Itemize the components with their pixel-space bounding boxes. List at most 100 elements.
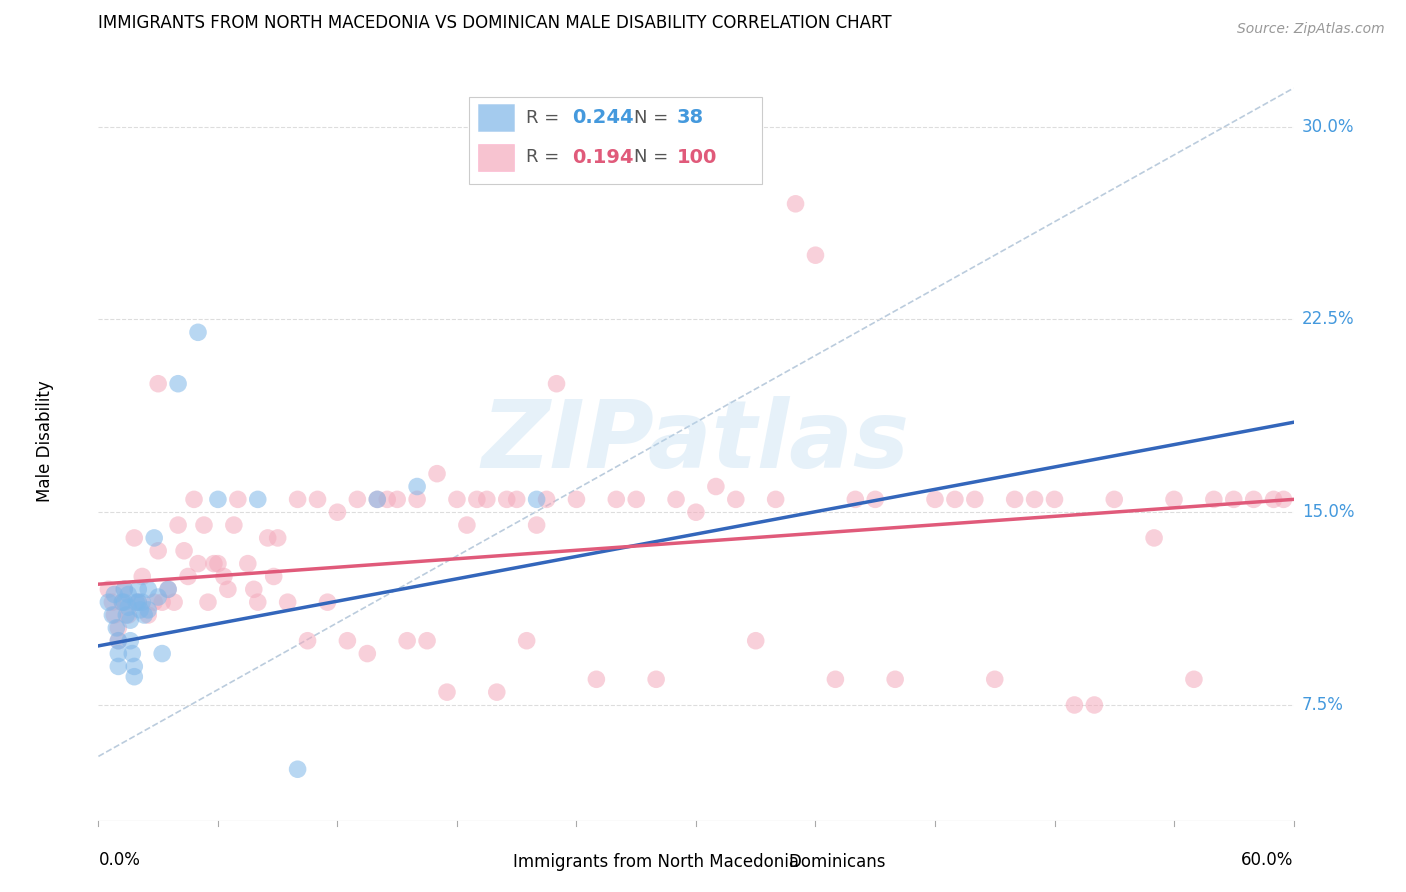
- Text: 60.0%: 60.0%: [1241, 852, 1294, 870]
- Point: [785, 196, 807, 211]
- Point: [426, 467, 449, 481]
- Text: 100: 100: [676, 148, 717, 167]
- Point: [804, 248, 827, 262]
- Point: [406, 479, 429, 493]
- Point: [1104, 492, 1126, 507]
- Point: [217, 582, 239, 597]
- Point: [226, 492, 249, 507]
- Point: [1272, 492, 1295, 507]
- Point: [475, 492, 498, 507]
- Point: [526, 492, 548, 507]
- Point: [626, 492, 648, 507]
- Point: [824, 673, 846, 687]
- Text: Dominicans: Dominicans: [787, 854, 886, 871]
- Point: [685, 505, 707, 519]
- Point: [150, 595, 173, 609]
- Point: [456, 518, 478, 533]
- Point: [127, 582, 149, 597]
- Point: [177, 569, 200, 583]
- Point: [366, 492, 388, 507]
- Point: [884, 673, 907, 687]
- Point: [105, 621, 128, 635]
- Point: [115, 607, 138, 622]
- Point: [465, 492, 488, 507]
- Text: N =: N =: [634, 109, 673, 127]
- Point: [356, 647, 378, 661]
- Point: [446, 492, 468, 507]
- Text: Immigrants from North Macedonia: Immigrants from North Macedonia: [513, 854, 799, 871]
- Point: [1143, 531, 1166, 545]
- Point: [136, 603, 159, 617]
- Point: [385, 492, 409, 507]
- Point: [336, 633, 359, 648]
- Point: [101, 607, 124, 622]
- Point: [436, 685, 458, 699]
- Text: ZIPatlas: ZIPatlas: [482, 395, 910, 488]
- Text: 38: 38: [676, 108, 704, 128]
- Point: [157, 582, 180, 597]
- Point: [1043, 492, 1066, 507]
- Point: [111, 595, 134, 609]
- Point: [546, 376, 568, 391]
- Point: [117, 607, 139, 622]
- Point: [107, 659, 129, 673]
- Point: [943, 492, 966, 507]
- Point: [197, 595, 219, 609]
- Point: [111, 595, 134, 609]
- Point: [187, 557, 209, 571]
- Point: [1024, 492, 1046, 507]
- Bar: [756, 855, 782, 871]
- Point: [127, 595, 149, 609]
- Point: [97, 595, 120, 609]
- Point: [124, 659, 146, 673]
- Point: [207, 492, 229, 507]
- Point: [148, 543, 170, 558]
- Point: [277, 595, 299, 609]
- Point: [163, 595, 186, 609]
- Text: Source: ZipAtlas.com: Source: ZipAtlas.com: [1237, 22, 1385, 37]
- Point: [287, 762, 309, 776]
- Point: [605, 492, 627, 507]
- Point: [157, 582, 180, 597]
- Point: [134, 607, 156, 622]
- Point: [103, 587, 125, 601]
- Point: [222, 518, 245, 533]
- Point: [148, 590, 170, 604]
- Point: [124, 670, 146, 684]
- Point: [316, 595, 339, 609]
- Point: [267, 531, 290, 545]
- Point: [127, 595, 149, 609]
- Point: [396, 633, 419, 648]
- Point: [136, 607, 159, 622]
- Point: [202, 557, 225, 571]
- Point: [724, 492, 747, 507]
- Point: [183, 492, 205, 507]
- Point: [1004, 492, 1026, 507]
- Point: [346, 492, 368, 507]
- Point: [506, 492, 529, 507]
- Point: [287, 492, 309, 507]
- Point: [120, 633, 142, 648]
- Point: [112, 582, 135, 597]
- Text: 0.194: 0.194: [572, 148, 633, 167]
- Point: [565, 492, 588, 507]
- Text: N =: N =: [634, 148, 673, 166]
- Point: [585, 673, 607, 687]
- Point: [406, 492, 429, 507]
- Point: [136, 582, 159, 597]
- Point: [645, 673, 668, 687]
- Text: 15.0%: 15.0%: [1302, 503, 1354, 521]
- Point: [416, 633, 439, 648]
- Point: [1163, 492, 1185, 507]
- Point: [143, 531, 166, 545]
- Point: [326, 505, 349, 519]
- Point: [120, 613, 142, 627]
- Point: [112, 595, 135, 609]
- Point: [1202, 492, 1225, 507]
- Point: [984, 673, 1007, 687]
- Point: [844, 492, 866, 507]
- Point: [536, 492, 558, 507]
- Point: [1243, 492, 1265, 507]
- Point: [143, 595, 166, 609]
- Point: [236, 557, 259, 571]
